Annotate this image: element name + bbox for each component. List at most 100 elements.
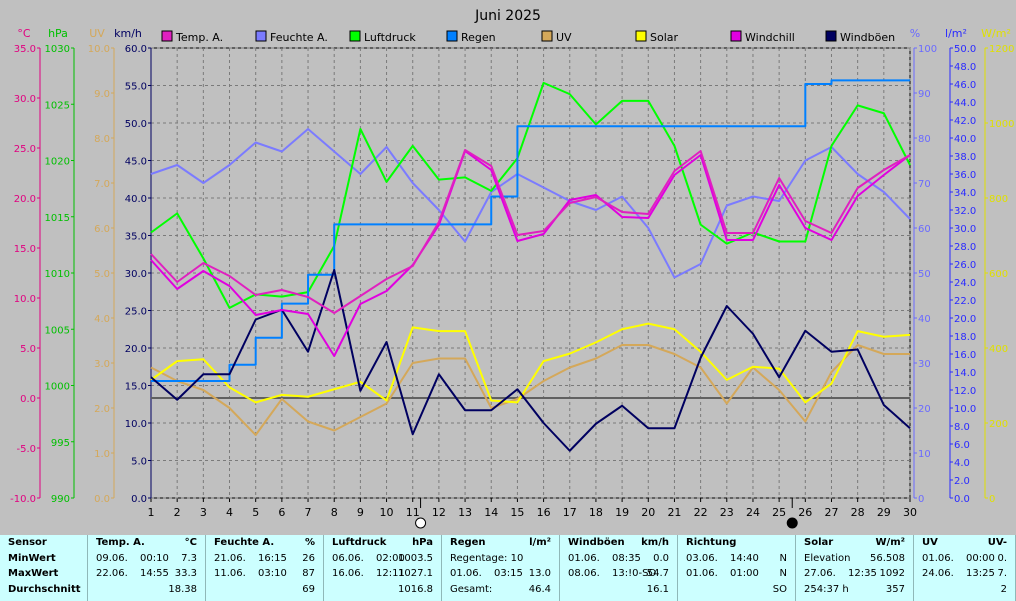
- axis-tick-label-temp: 30.0: [14, 94, 36, 105]
- cell-value: SO: [772, 583, 787, 595]
- col-luftdruck: Luftdruck hPa 06.06. 02:00 1003.5 16.06. 12:11…: [324, 535, 442, 601]
- legend-swatch: [541, 30, 553, 42]
- header-unit-uv: UV-: [987, 537, 1007, 548]
- x-tick-label: 20: [641, 506, 655, 519]
- axis-tick-label-uv: 3.0: [94, 359, 110, 370]
- axis-unit-pct: %: [910, 27, 920, 40]
- axis-tick-label-rain: 36.0: [954, 170, 976, 181]
- series-line-windchill: [150, 150, 911, 357]
- x-tick-label: 17: [563, 506, 577, 519]
- axis-tick-label-rain: 38.0: [954, 152, 976, 163]
- legend-label: Temp. A.: [175, 31, 223, 44]
- axis-tick-label-hpa: 1000: [45, 382, 70, 393]
- axis-tick-label-uv: 4.0: [94, 314, 110, 325]
- axis-tick-label-uv: 10.0: [88, 44, 110, 55]
- cell-date: 24.06.: [922, 568, 954, 579]
- axis-tick-label-kmh: 30.0: [125, 269, 147, 280]
- axis-tick-label-rain: 30.0: [954, 224, 976, 235]
- cell-value: 1016.8: [398, 583, 433, 595]
- axis-tick-label-kmh: 15.0: [125, 382, 147, 393]
- axis-unit-hpa: hPa: [48, 27, 68, 40]
- cell-date: 01.06.: [568, 552, 600, 564]
- cell-value: 26: [302, 552, 315, 564]
- axis-tick-label-kmh: 20.0: [125, 344, 147, 355]
- x-tick-label: 14: [484, 506, 498, 519]
- axis-tick-label-uv: 7.0: [94, 179, 110, 190]
- legend-swatch: [446, 30, 458, 42]
- axis-tick-label-uv: 8.0: [94, 134, 110, 145]
- axis-tick-label-solar: 400: [989, 344, 1008, 355]
- axis-tick-label-kmh: 0.0: [131, 494, 147, 505]
- axis-tick-label-pct: 70: [918, 179, 931, 190]
- axis-tick-label-solar: 800: [989, 194, 1008, 205]
- axis-tick-label-rain: 14.0: [954, 368, 976, 379]
- weather-chart: Juni 2025 1 2 3 4 5 6 7 8 9 10 11 12 13 14 15 16 17 18 19 20…: [10, 8, 1014, 529]
- cell-value: 87: [302, 568, 315, 579]
- x-tick-label: 16: [537, 506, 551, 519]
- cell-value: 2: [1000, 583, 1007, 595]
- cell-value: 69: [302, 583, 315, 595]
- axis-tick-label-rain: 4.0: [954, 458, 970, 469]
- axis-tick-label-rain: 0.0: [954, 494, 970, 505]
- axis-tick-label-uv: 0.0: [94, 494, 110, 505]
- legend-swatch: [635, 30, 647, 42]
- cell-date: 08.06.: [568, 568, 600, 579]
- x-tick-label: 1: [148, 506, 155, 519]
- axis-tick-label-rain: 20.0: [954, 314, 976, 325]
- header-luftdruck: Luftdruck: [332, 537, 387, 548]
- cell-date: 11.06.: [214, 568, 246, 579]
- axis-tick-label-rain: 2.0: [954, 476, 970, 487]
- axis-tick-label-rain: 28.0: [954, 242, 976, 253]
- axis-tick-label-temp: -10.0: [10, 494, 36, 505]
- cell-value: 0.: [997, 552, 1007, 564]
- x-tick-label: 22: [694, 506, 708, 519]
- axis-unit-solar: W/m²: [981, 27, 1011, 40]
- col-regen: Regen l/m² Regentage: 10 01.06. 03:15 13.0 Ges…: [442, 535, 560, 601]
- axis-tick-label-pct: 0: [918, 494, 924, 505]
- x-tick-label: 21: [667, 506, 681, 519]
- x-tick-label: 28: [851, 506, 865, 519]
- cell-time: 01:00: [730, 568, 759, 579]
- axis-tick-label-uv: 6.0: [94, 224, 110, 235]
- cell-date: 09.06.: [96, 552, 128, 564]
- axis-tick-label-kmh: 60.0: [125, 44, 147, 55]
- legend-label: Windchill: [745, 31, 795, 44]
- legend-label: Solar: [650, 31, 679, 44]
- col-temp: Temp. A. °C 09.06. 00:10 7.3 22.06. 14:55 33.3 1…: [88, 535, 206, 601]
- header-unit-windboeen: km/h: [641, 537, 669, 548]
- cell-time: 16:15: [258, 552, 287, 564]
- x-tick-label: 7: [305, 506, 312, 519]
- axis-tick-label-solar: 600: [989, 269, 1008, 280]
- axis-tick-label-pct: 90: [918, 89, 931, 100]
- cell-value: 357: [885, 583, 905, 595]
- axis-tick-label-rain: 8.0: [954, 422, 970, 433]
- header-richtung: Richtung: [686, 537, 737, 548]
- x-tick-label: 18: [589, 506, 603, 519]
- cell-value: 13.0: [528, 568, 551, 579]
- legend-swatch: [255, 30, 267, 42]
- cell-date: 01.06.: [686, 568, 718, 579]
- cell-date: 27.06.: [804, 568, 836, 579]
- header-unit-luftdruck: hPa: [412, 537, 433, 548]
- x-tick-label: 27: [824, 506, 838, 519]
- label-max: MaxWert: [8, 568, 59, 579]
- axis-tick-label-pct: 50: [918, 269, 931, 280]
- axis-tick-label-kmh: 55.0: [125, 82, 147, 93]
- cell-date: 01.06.: [450, 568, 482, 579]
- series-line-regen: [151, 79, 910, 382]
- axis-tick-label-rain: 18.0: [954, 332, 976, 343]
- cell-time: 14:55: [140, 568, 169, 579]
- axis-tick-label-hpa: 1025: [45, 100, 70, 111]
- header-unit-regen: l/m²: [529, 537, 551, 548]
- series-line-luftdruck: [150, 81, 911, 309]
- x-tick-label: 11: [406, 506, 420, 519]
- x-tick-label: 9: [357, 506, 364, 519]
- cell-date: Gesamt:: [450, 583, 493, 595]
- axis-tick-label-kmh: 40.0: [125, 194, 147, 205]
- axis-unit-kmh: km/h: [114, 27, 142, 40]
- cell-date: 01.06.: [922, 552, 954, 564]
- x-tick-label: 13: [458, 506, 472, 519]
- cell-value: 1092: [879, 568, 905, 579]
- x-tick-label: 15: [510, 506, 524, 519]
